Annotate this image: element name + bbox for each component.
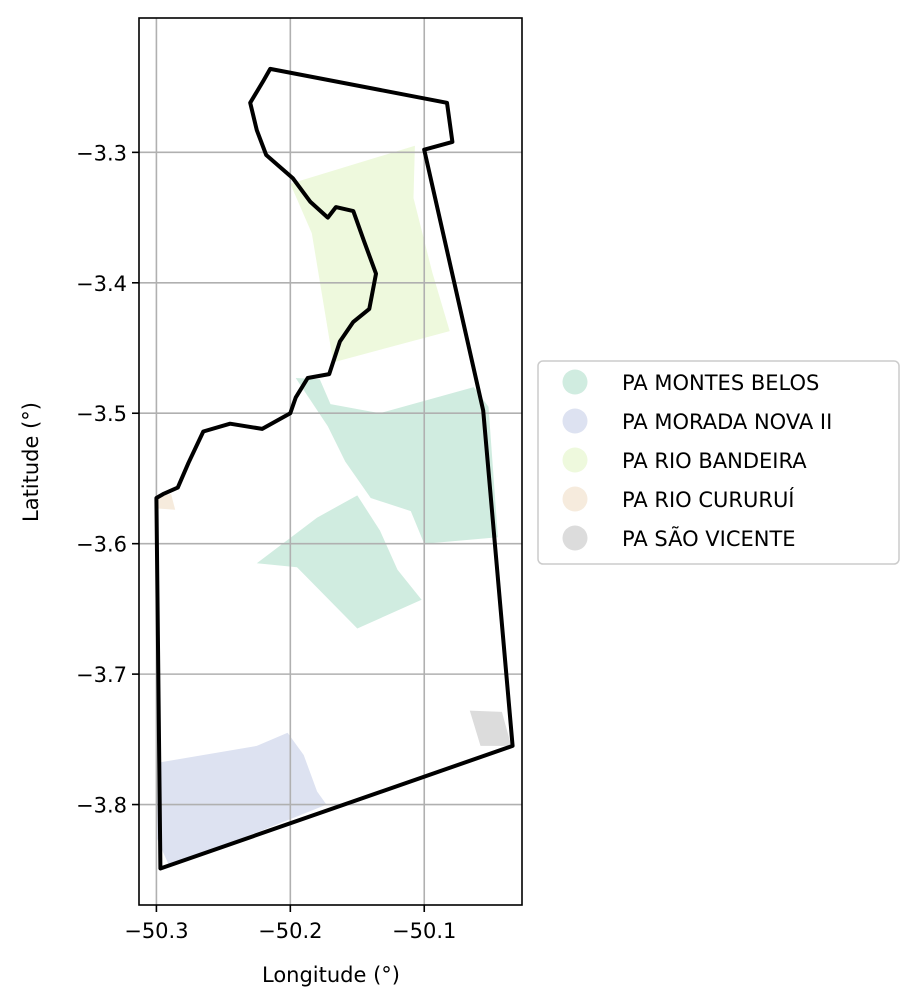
settlement-pa-morada-nova-ii-1 xyxy=(156,732,327,868)
plot-frame xyxy=(138,17,523,906)
legend-label-pa-montes-belos: PA MONTES BELOS xyxy=(622,371,819,395)
legend-marker-pa-morada-nova-ii xyxy=(562,408,588,434)
y-axis-title: Latitude (°) xyxy=(19,402,43,522)
legend-frame xyxy=(537,360,900,565)
settlement-pa-sao-vicente-1 xyxy=(469,710,512,746)
x-tick-label: −50.3 xyxy=(124,919,188,943)
settlement-pa-rio-cururui-1 xyxy=(157,494,176,510)
legend-marker-pa-sao-vicente xyxy=(562,525,588,551)
legend-marker-pa-rio-cururui xyxy=(562,486,588,512)
y-tick-label: −3.7 xyxy=(76,663,127,687)
legend-marker-pa-rio-bandeira xyxy=(562,447,588,473)
settlement-pa-montes-belos-2 xyxy=(256,495,422,629)
legend-marker-pa-montes-belos xyxy=(562,369,588,395)
x-tick-label: −50.1 xyxy=(392,919,456,943)
x-axis-title: Longitude (°) xyxy=(262,963,400,987)
legend-label-pa-rio-bandeira: PA RIO BANDEIRA xyxy=(622,449,807,473)
y-tick-label: −3.3 xyxy=(76,141,127,165)
x-tick-label: −50.2 xyxy=(258,919,322,943)
settlement-pa-montes-belos-1 xyxy=(295,378,498,544)
y-tick-label: −3.6 xyxy=(76,533,127,557)
municipality-boundary xyxy=(154,66,515,871)
ticks-layer: −50.3 −50.2 −50.1 −3.3 −3.4 −3.5 −3.6 −3.7 −3.8 xyxy=(76,141,456,943)
legend-label-pa-rio-cururui: PA RIO CURURUÍ xyxy=(622,487,795,512)
legend-label-pa-morada-nova-ii: PA MORADA NOVA II xyxy=(622,410,832,434)
legend-label-pa-sao-vicente: PA SÃO VICENTE xyxy=(622,525,796,551)
boundary-layer xyxy=(154,66,515,871)
grid-layer xyxy=(139,18,522,905)
y-tick-label: −3.8 xyxy=(76,794,127,818)
legend: PA MONTES BELOS PA MORADA NOVA II PA RIO B… xyxy=(537,360,900,565)
y-tick-label: −3.5 xyxy=(76,402,127,426)
y-tick-label: −3.4 xyxy=(76,272,127,296)
